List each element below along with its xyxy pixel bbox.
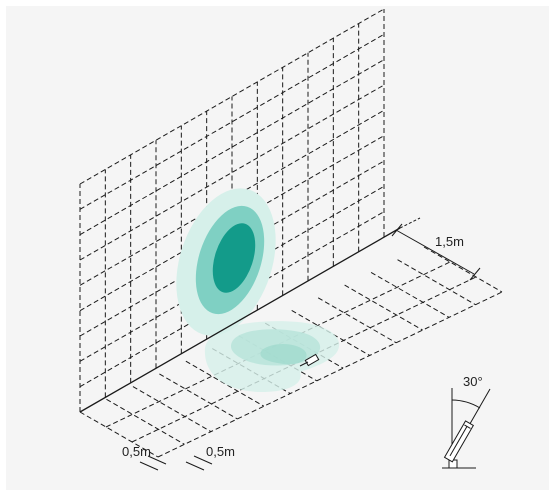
wall-grid-horizontal	[79, 109, 385, 286]
floor-grid-depth	[264, 322, 344, 369]
wall-light-spot	[176, 188, 276, 336]
floor-grid-depth	[397, 259, 476, 306]
wall-grid-horizontal	[79, 185, 385, 362]
floor-grid-depth	[132, 386, 212, 433]
wall-grid-horizontal	[79, 135, 385, 312]
wall-grid-horizontal	[79, 84, 385, 261]
floor-grid-depth	[238, 335, 318, 382]
wall-grid-horizontal	[79, 8, 385, 185]
floor-grid	[79, 246, 503, 458]
floor-grid-depth	[106, 398, 185, 445]
floor-grid-depth	[185, 360, 265, 407]
depth-dimension	[391, 217, 481, 281]
wall-grid-horizontal	[79, 160, 385, 337]
grid-spacing-label-right: 0,5m	[206, 444, 235, 459]
spotlight-tilt-inset	[442, 388, 491, 469]
grid-spacing-markers	[139, 455, 213, 471]
floor-grid-depth	[317, 297, 397, 344]
floor-grid-depth	[291, 310, 370, 356]
floor-grid-depth	[159, 373, 238, 420]
floor-fixture-icon	[299, 353, 320, 367]
floor-grid-depth	[79, 411, 159, 458]
wall-grid-horizontal	[79, 33, 385, 210]
wall-grid-horizontal	[79, 211, 385, 388]
floor-grid-depth	[344, 284, 423, 331]
floor-light-pool	[204, 321, 340, 392]
floor-grid-depth	[423, 246, 503, 293]
tilt-angle-label: 30°	[463, 374, 483, 389]
grid-spacing-label-left: 0,5m	[122, 444, 151, 459]
wall-base-line	[79, 227, 401, 413]
depth-dimension-label: 1,5m	[435, 234, 464, 249]
floor-grid-depth	[370, 271, 450, 318]
wall-grid-horizontal	[79, 59, 385, 236]
